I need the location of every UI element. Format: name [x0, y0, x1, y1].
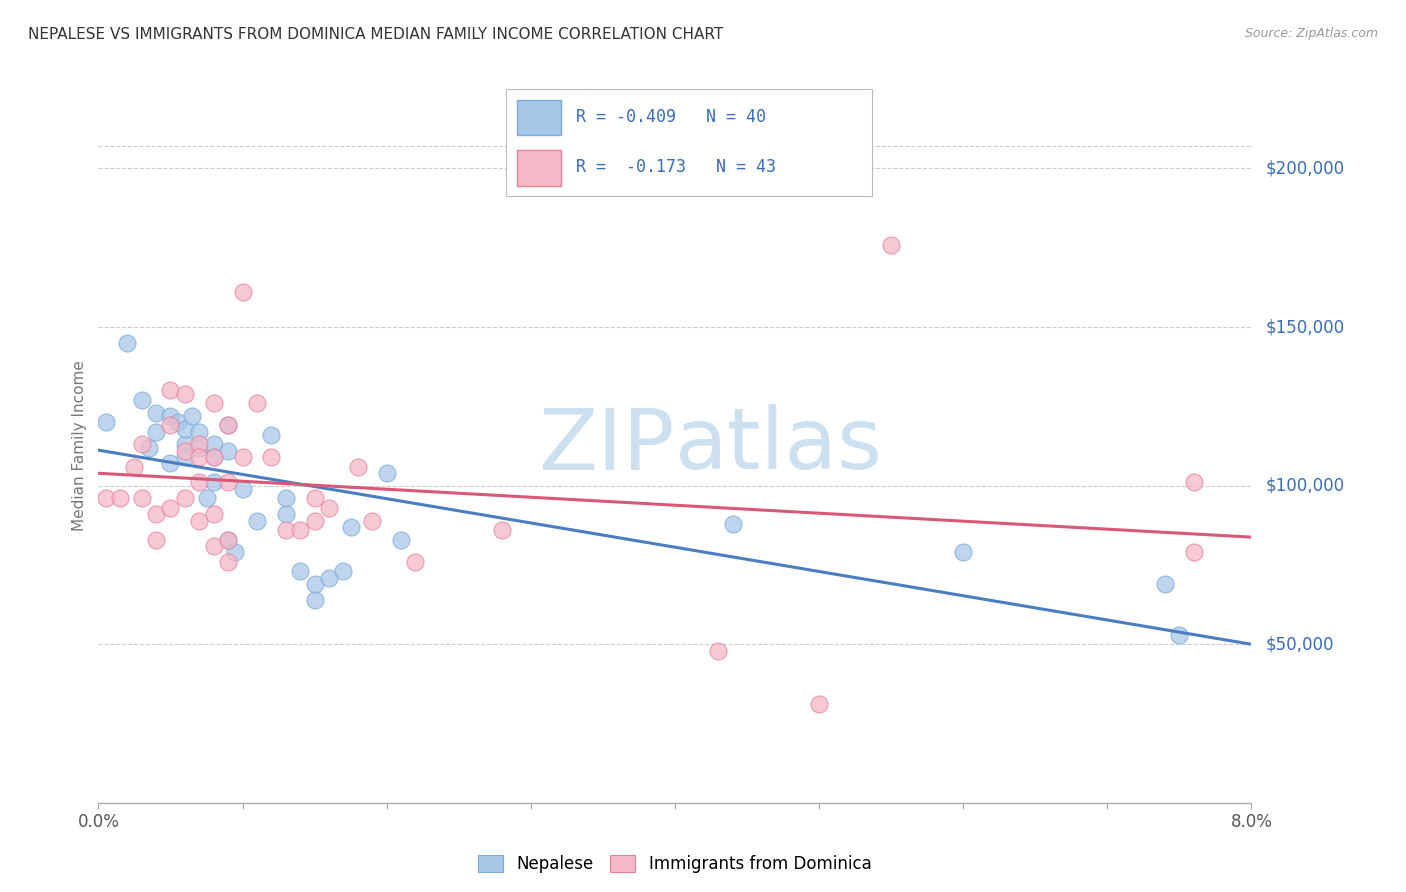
Point: [246, 396, 269, 410]
Point: [174, 491, 197, 506]
Text: NEPALESE VS IMMIGRANTS FROM DOMINICA MEDIAN FAMILY INCOME CORRELATION CHART: NEPALESE VS IMMIGRANTS FROM DOMINICA MED…: [28, 27, 723, 42]
Point: [124, 459, 146, 474]
Point: [304, 491, 326, 506]
Point: [217, 533, 239, 547]
Point: [181, 409, 204, 423]
Point: [202, 475, 225, 490]
Point: [260, 450, 283, 464]
Point: [231, 285, 254, 300]
Point: [174, 437, 197, 451]
Bar: [517, 150, 561, 186]
Point: [880, 237, 903, 252]
Point: [217, 443, 239, 458]
Point: [131, 392, 153, 407]
Text: $200,000: $200,000: [1265, 160, 1344, 178]
Point: [1168, 628, 1191, 642]
Point: [145, 406, 167, 420]
Point: [188, 450, 211, 464]
Point: [707, 643, 730, 657]
Point: [145, 425, 167, 439]
Point: [346, 459, 368, 474]
Point: [217, 418, 239, 433]
Point: [318, 500, 340, 515]
Point: [188, 437, 211, 451]
Point: [202, 450, 225, 464]
Y-axis label: Median Family Income: Median Family Income: [72, 360, 87, 532]
Point: [188, 475, 211, 490]
Point: [159, 384, 181, 398]
Point: [246, 514, 269, 528]
Point: [202, 539, 225, 553]
Point: [159, 500, 181, 515]
Point: [159, 409, 181, 423]
Point: [274, 523, 297, 537]
Point: [405, 555, 427, 569]
Point: [159, 418, 181, 433]
Point: [361, 514, 384, 528]
Text: Source: ZipAtlas.com: Source: ZipAtlas.com: [1244, 27, 1378, 40]
Point: [721, 516, 744, 531]
Point: [188, 425, 211, 439]
Point: [389, 533, 412, 547]
Point: [145, 507, 167, 521]
Point: [224, 545, 246, 559]
Point: [231, 450, 254, 464]
Point: [1153, 577, 1175, 591]
Point: [195, 491, 218, 506]
Point: [290, 564, 312, 578]
Point: [94, 491, 117, 506]
Point: [188, 441, 211, 455]
Text: $100,000: $100,000: [1265, 476, 1344, 495]
Point: [952, 545, 974, 559]
Point: [94, 415, 117, 429]
Point: [260, 428, 283, 442]
Text: R = -0.409   N = 40: R = -0.409 N = 40: [575, 108, 766, 126]
Point: [290, 523, 312, 537]
Point: [145, 533, 167, 547]
Point: [108, 491, 131, 506]
Text: atlas: atlas: [675, 404, 883, 488]
Point: [166, 415, 188, 429]
Text: ZIP: ZIP: [538, 404, 675, 488]
Point: [231, 482, 254, 496]
Point: [807, 698, 830, 712]
Point: [491, 523, 513, 537]
Point: [304, 514, 326, 528]
Point: [304, 592, 326, 607]
Point: [217, 555, 239, 569]
Point: [174, 450, 197, 464]
Point: [174, 421, 197, 435]
Point: [318, 571, 340, 585]
Point: [217, 533, 239, 547]
Point: [174, 443, 197, 458]
Point: [274, 507, 297, 521]
Point: [131, 437, 153, 451]
Text: $150,000: $150,000: [1265, 318, 1344, 336]
Point: [339, 520, 361, 534]
Point: [202, 507, 225, 521]
Point: [217, 418, 239, 433]
Bar: [517, 100, 561, 136]
Point: [138, 441, 160, 455]
Text: $50,000: $50,000: [1265, 635, 1334, 653]
Point: [131, 491, 153, 506]
Text: R =  -0.173   N = 43: R = -0.173 N = 43: [575, 159, 776, 177]
Point: [217, 475, 239, 490]
Point: [274, 491, 297, 506]
Point: [202, 450, 225, 464]
Point: [202, 396, 225, 410]
Point: [375, 466, 398, 480]
Point: [202, 437, 225, 451]
Point: [1182, 545, 1205, 559]
Point: [188, 514, 211, 528]
Point: [174, 386, 197, 401]
Point: [332, 564, 354, 578]
Point: [159, 457, 181, 471]
Point: [304, 577, 326, 591]
Legend: Nepalese, Immigrants from Dominica: Nepalese, Immigrants from Dominica: [471, 848, 879, 880]
Point: [1182, 475, 1205, 490]
Point: [117, 335, 138, 350]
